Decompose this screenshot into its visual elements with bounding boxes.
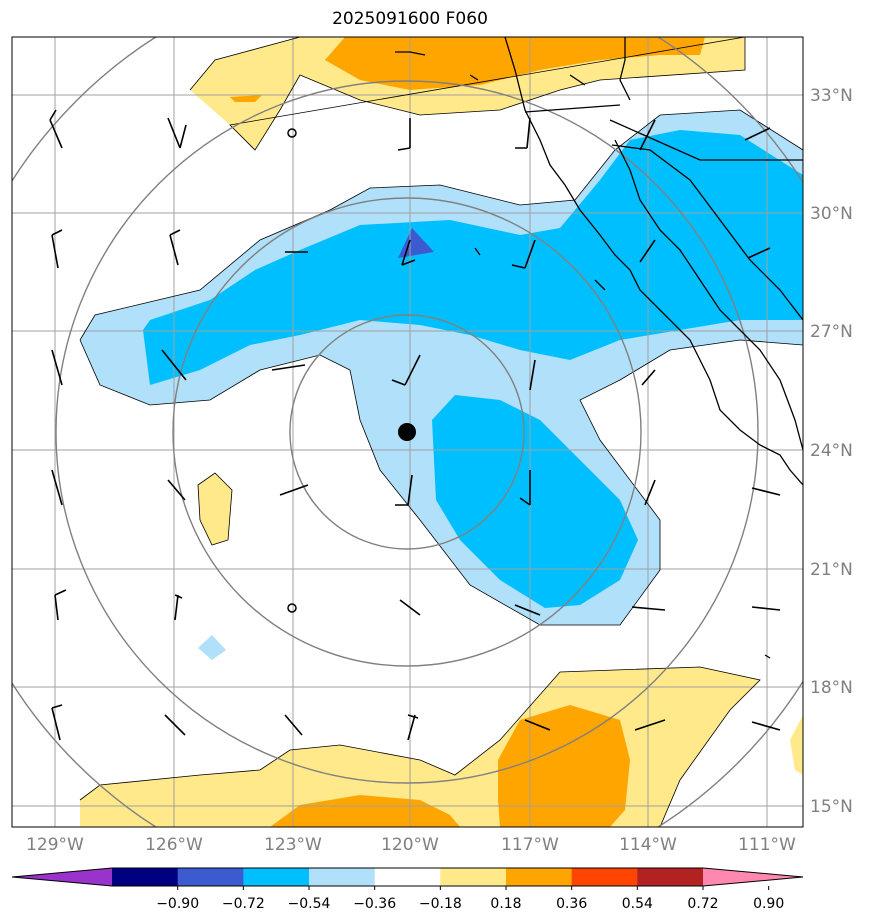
colorbar-bin [112,868,179,886]
contour-positive-north [190,37,745,150]
lat-label: 21°N [810,560,853,580]
colorbar-tick-label: 0.72 [687,896,718,912]
storm-center-marker [398,423,416,441]
colorbar-tick-label: −0.18 [419,896,462,912]
coastline [395,37,803,659]
lon-label: 114°W [619,835,677,855]
map-frame [11,36,804,828]
wind-barbs [49,109,781,741]
lon-label: 120°W [381,835,439,855]
colorbar-extend-low [12,868,112,886]
colorbar-extend-high [703,868,803,886]
calm-wind-markers [287,128,297,613]
lat-label: 33°N [810,86,853,106]
colorbar-tick-label: −0.36 [353,896,396,912]
lat-label: 27°N [810,322,853,342]
map-title: 2025091600 F060 [332,9,488,29]
colorbar-bin [506,868,573,886]
lon-label: 126°W [145,835,203,855]
lat-label: 18°N [810,678,853,698]
contour-outlines [79,37,803,827]
colorbar-tick-label: 0.18 [490,896,521,912]
colorbar-tick-label: −0.54 [288,896,331,912]
colorbar-tick-label: 0.90 [753,896,784,912]
colorbar-outline [11,867,804,887]
lat-label: 24°N [810,441,853,461]
colorbar-tick-label: −0.72 [222,896,265,912]
latitude-labels: 33°N 30°N 27°N 24°N 21°N 18°N 15°N [810,86,853,817]
colorbar-tick-label: −0.90 [156,896,199,912]
lon-label: 129°W [26,835,84,855]
contour-positive-south-inner [498,705,630,827]
contour-positive-north-inner [325,37,705,90]
contour-negative-south-lobe [432,395,638,608]
colorbar-bin [309,868,376,886]
lon-label: 117°W [501,835,559,855]
lat-label: 30°N [810,204,853,224]
lon-label: 123°W [264,835,322,855]
contour-negative-spot-west [198,635,226,660]
colorbar-bin [637,868,704,886]
longitude-labels: 129°W 126°W 123°W 120°W 117°W 114°W 111°… [26,835,796,855]
colorbar-bin [374,868,441,886]
lon-label: 111°W [738,835,796,855]
colorbar-bin [177,868,244,886]
contour-positive-east-edge [790,715,803,775]
contour-positive-west [198,473,232,545]
colorbar: −0.90 −0.72 −0.54 −0.36 −0.18 0.18 0.36 0.54 0.7… [11,867,804,912]
colorbar-tick-label: 0.36 [556,896,587,912]
contour-positive-north-spot [230,95,262,102]
colorbar-bin [440,868,507,886]
lat-label: 15°N [810,797,853,817]
colorbar-bin [571,868,638,886]
colorbar-tick-label: 0.54 [622,896,653,912]
contour-positive-south-inner2 [270,795,460,827]
range-rings [12,37,803,827]
map-area [12,37,803,827]
colorbar-bin [243,868,310,886]
